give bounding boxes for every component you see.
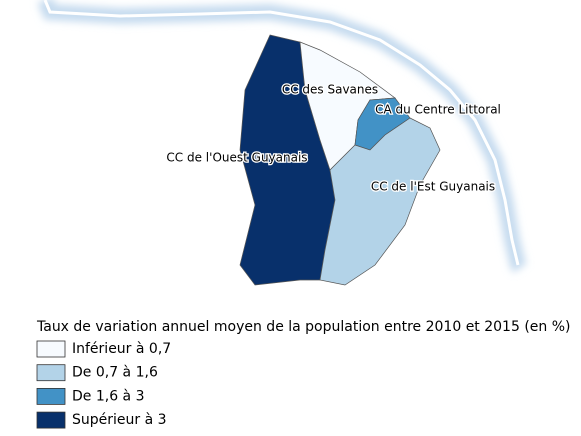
legend-swatch: [36, 364, 66, 382]
region-label: CA du Centre Littoral: [375, 103, 501, 117]
legend-swatch: [36, 411, 66, 429]
region-label: CC des Savanes: [282, 83, 378, 97]
legend-swatch: [36, 387, 66, 405]
coastline: [37, 0, 527, 273]
legend-label: Inférieur à 0,7: [72, 341, 171, 357]
legend-swatch: [36, 340, 66, 358]
legend-label: De 0,7 à 1,6: [72, 365, 158, 381]
region-label: CC de l'Est Guyanais: [371, 180, 495, 194]
legend-label: De 1,6 à 3: [72, 388, 145, 404]
legend: Inférieur à 0,7 De 0,7 à 1,6 De 1,6 à 3 Sup…: [36, 340, 171, 429]
legend-title: Taux de variation annuel moyen de la pop…: [36, 319, 570, 335]
region: [319, 117, 441, 286]
legend-label: Supérieur à 3: [72, 412, 167, 428]
region-label: CC de l'Ouest Guyanais: [166, 151, 307, 165]
